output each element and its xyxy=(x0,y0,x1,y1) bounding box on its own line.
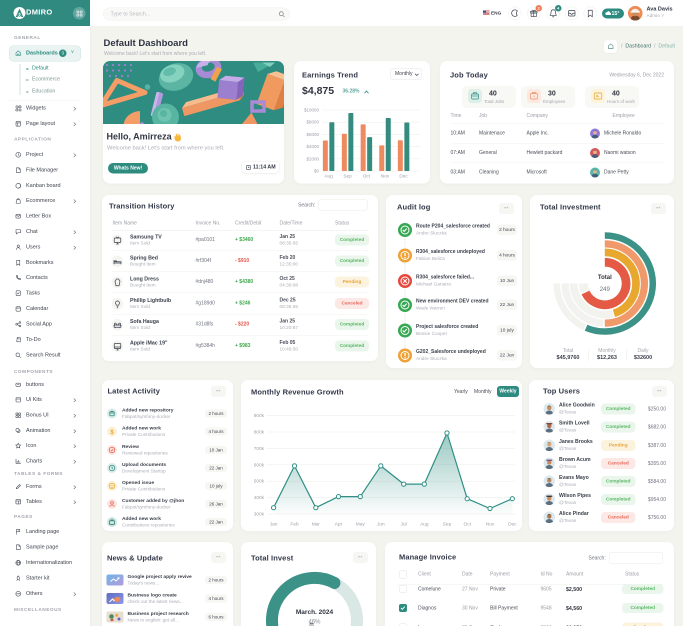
svg-text:Jun: Jun xyxy=(377,522,385,528)
svg-text:Jan: Jan xyxy=(270,522,278,528)
svg-text:$8000: $8000 xyxy=(306,120,319,125)
svg-text:500k: 500k xyxy=(254,479,265,485)
svg-text:900k: 900k xyxy=(254,413,265,419)
svg-text:$2000: $2000 xyxy=(306,156,319,161)
svg-text:$: $ xyxy=(110,430,114,436)
svg-text:Aug: Aug xyxy=(420,522,429,528)
svg-text:$10000: $10000 xyxy=(304,108,320,113)
svg-text:$6000: $6000 xyxy=(306,132,319,137)
svg-text:600k: 600k xyxy=(254,462,265,468)
svg-text:400k: 400k xyxy=(254,495,265,501)
svg-text:Jul: Jul xyxy=(401,522,407,528)
svg-text:Sep: Sep xyxy=(343,174,352,180)
svg-text:Dec: Dec xyxy=(508,522,517,528)
svg-text:Mar: Mar xyxy=(312,522,321,528)
svg-text:$0: $0 xyxy=(314,169,320,174)
svg-text:Aug: Aug xyxy=(324,174,333,180)
svg-text:May: May xyxy=(356,522,366,528)
svg-text:Sep: Sep xyxy=(443,522,452,528)
svg-text:$4000: $4000 xyxy=(306,144,319,149)
svg-text:Feb: Feb xyxy=(290,522,299,528)
svg-text:700k: 700k xyxy=(254,446,265,452)
svg-text:Oct: Oct xyxy=(363,174,371,180)
svg-text:Nov: Nov xyxy=(486,522,495,528)
svg-text:Nov: Nov xyxy=(381,174,390,180)
svg-text:300k: 300k xyxy=(254,512,265,518)
svg-text:Oct: Oct xyxy=(464,522,472,528)
svg-text:800k: 800k xyxy=(254,430,265,436)
svg-text:Dec: Dec xyxy=(399,174,408,180)
svg-text:Apr: Apr xyxy=(335,522,343,528)
